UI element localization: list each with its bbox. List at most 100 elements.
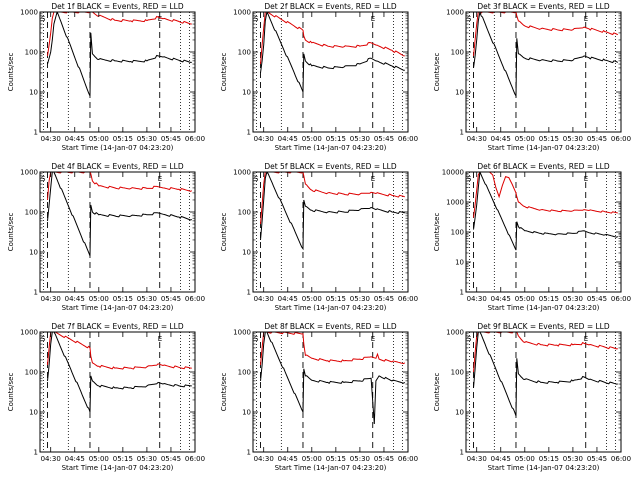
y-tick-label: 100 [238, 49, 251, 57]
x-tick-label: 04:45 [278, 135, 298, 143]
marker-e: E [584, 335, 588, 343]
panel-6: Det 6f BLACK = Events, RED = LLD S E 1 10 100… [433, 162, 631, 312]
lld-series-line [47, 172, 193, 201]
events-series-line [47, 12, 192, 97]
x-tick-label: 05:45 [374, 455, 394, 463]
x-tick-label: 05:45 [161, 295, 181, 303]
x-tick-label: 05:15 [326, 455, 346, 463]
y-tick-label: 1000 [20, 9, 38, 17]
y-tick-label: 100 [238, 369, 251, 377]
events-series-line [260, 332, 406, 425]
y-tick-label: 10 [29, 409, 38, 417]
y-axis-label: Counts/sec [7, 53, 15, 92]
y-axis-label: Counts/sec [433, 373, 441, 412]
marker-s: S [254, 335, 259, 343]
y-tick-label: 1 [247, 449, 251, 457]
x-tick-label: 05:00 [89, 455, 109, 463]
x-tick-label: 05:30 [563, 455, 583, 463]
panel-title: Det 3f BLACK = Events, RED = LLD [477, 2, 610, 11]
marker-e: E [584, 15, 588, 23]
panel-2: Det 2f BLACK = Events, RED = LLD S E 1 10 100… [220, 2, 418, 152]
y-tick-label: 100 [451, 229, 464, 237]
events-series-line [260, 12, 405, 93]
y-tick-label: 100 [25, 49, 38, 57]
y-tick-label: 1 [460, 449, 464, 457]
panel-title: Det 4f BLACK = Events, RED = LLD [51, 162, 184, 171]
x-axis-label: Start Time (14-Jan-07 04:23:20) [62, 304, 174, 312]
plot-frame [39, 331, 196, 453]
plot-frame [39, 11, 196, 133]
plot-frame [39, 171, 196, 293]
x-tick-label: 05:00 [89, 135, 109, 143]
x-tick-label: 06:00 [398, 135, 418, 143]
x-axis-label: Start Time (14-Jan-07 04:23:20) [62, 464, 174, 472]
x-tick-label: 05:15 [539, 135, 559, 143]
y-tick-label: 10 [29, 249, 38, 257]
panel-5: Det 5f BLACK = Events, RED = LLD S E 1 10 100… [220, 162, 418, 312]
y-tick-label: 1000 [233, 9, 251, 17]
marker-e: E [371, 335, 375, 343]
x-tick-label: 05:30 [137, 295, 157, 303]
x-tick-label: 05:15 [539, 295, 559, 303]
x-axis-label: Start Time (14-Jan-07 04:23:20) [275, 304, 387, 312]
x-tick-label: 05:15 [326, 295, 346, 303]
x-tick-label: 05:45 [374, 135, 394, 143]
x-tick-label: 05:45 [587, 135, 607, 143]
x-tick-label: 06:00 [611, 295, 631, 303]
x-tick-label: 05:45 [161, 135, 181, 143]
panel-3: Det 3f BLACK = Events, RED = LLD S E 1 10 100… [433, 2, 631, 152]
x-tick-label: 04:45 [65, 295, 85, 303]
lld-series-line [260, 332, 406, 366]
marker-s: S [41, 175, 46, 183]
x-tick-label: 04:45 [491, 135, 511, 143]
x-tick-label: 04:30 [41, 455, 61, 463]
x-axis-label: Start Time (14-Jan-07 04:23:20) [275, 464, 387, 472]
y-axis-label: Counts/sec [220, 53, 228, 92]
plot-frame [252, 171, 409, 293]
y-tick-label: 1000 [233, 329, 251, 337]
marker-s: S [467, 15, 472, 23]
y-axis-label: Counts/sec [433, 213, 441, 252]
x-tick-label: 05:00 [302, 455, 322, 463]
x-tick-label: 05:30 [350, 135, 370, 143]
y-tick-label: 1000 [20, 169, 38, 177]
x-tick-label: 05:15 [113, 135, 133, 143]
y-tick-label: 100 [451, 49, 464, 57]
x-tick-label: 05:30 [563, 135, 583, 143]
lld-series-line [473, 172, 618, 218]
plot-frame [465, 331, 622, 453]
x-tick-label: 06:00 [398, 295, 418, 303]
lld-series-line [260, 172, 405, 225]
x-tick-label: 05:00 [515, 135, 535, 143]
x-tick-label: 04:45 [491, 455, 511, 463]
panel-1: Det 1f BLACK = Events, RED = LLD S E 1 10 100… [7, 2, 205, 152]
x-tick-label: 06:00 [185, 455, 205, 463]
x-tick-label: 04:45 [278, 455, 298, 463]
y-tick-label: 1 [460, 289, 464, 297]
y-tick-label: 10 [242, 89, 251, 97]
marker-s: S [467, 335, 472, 343]
marker-e: E [584, 175, 588, 183]
x-tick-label: 05:30 [563, 295, 583, 303]
x-tick-label: 04:30 [41, 295, 61, 303]
x-tick-label: 04:30 [467, 295, 487, 303]
x-tick-label: 04:30 [41, 135, 61, 143]
y-tick-label: 1 [247, 289, 251, 297]
x-axis-label: Start Time (14-Jan-07 04:23:20) [275, 144, 387, 152]
events-series-line [473, 12, 619, 98]
x-tick-label: 05:15 [326, 135, 346, 143]
y-tick-label: 1000 [446, 9, 464, 17]
y-tick-label: 10000 [442, 169, 464, 177]
panel-title: Det 2f BLACK = Events, RED = LLD [264, 2, 397, 11]
panel-8: Det 8f BLACK = Events, RED = LLD S E 1 10 100… [220, 322, 418, 472]
y-tick-label: 10 [29, 89, 38, 97]
events-series-line [473, 172, 619, 251]
x-tick-label: 05:15 [113, 295, 133, 303]
plot-frame [465, 11, 622, 133]
marker-s: S [467, 175, 472, 183]
x-axis-label: Start Time (14-Jan-07 04:23:20) [488, 144, 600, 152]
x-tick-label: 05:00 [302, 295, 322, 303]
x-tick-label: 06:00 [611, 455, 631, 463]
panel-title: Det 5f BLACK = Events, RED = LLD [264, 162, 397, 171]
y-tick-label: 1000 [20, 329, 38, 337]
